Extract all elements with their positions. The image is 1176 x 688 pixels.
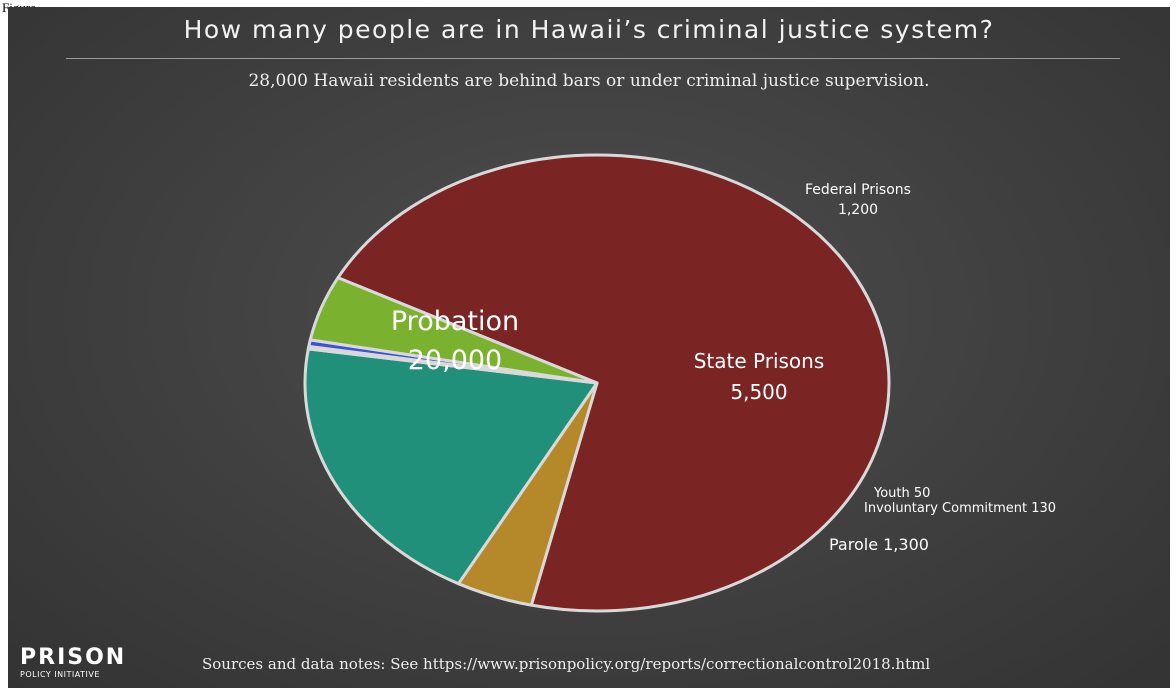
pie-slice-probation: [336, 153, 891, 613]
federal-prisons-value: 1,200: [838, 202, 878, 218]
pie-slice-parole: [308, 276, 599, 385]
logo-wordmark: PRISON: [20, 645, 127, 670]
parole-label: Parole 1,300: [829, 535, 929, 554]
chart-title: How many people are in Hawaii’s criminal…: [183, 15, 995, 44]
state-prisons-label: State Prisons: [694, 349, 825, 373]
pie-slice-state-prisons: [303, 347, 599, 586]
involuntary-commitment-label: Involuntary Commitment 130: [864, 501, 1056, 516]
probation-value: 20,000: [408, 345, 502, 376]
title-divider: [66, 58, 1120, 59]
chart-subtitle: 28,000 Hawaii residents are behind bars …: [248, 71, 930, 91]
prison-policy-logo: PRISON POLICY INITIATIVE: [20, 647, 126, 681]
sources-note: Sources and data notes: See https://www.…: [202, 655, 931, 673]
infographic-card: How many people are in Hawaii’s criminal…: [8, 7, 1170, 688]
youth-label: Youth 50: [873, 486, 930, 501]
probation-label: Probation: [391, 306, 519, 337]
state-prisons-value: 5,500: [730, 380, 787, 404]
pie-slices: [303, 153, 891, 613]
logo-subtitle: POLICY INITIATIVE: [20, 670, 100, 679]
federal-prisons-label: Federal Prisons: [805, 182, 911, 198]
pie-chart: Probation 20,000 Federal Prisons 1,200 S…: [303, 153, 1056, 613]
